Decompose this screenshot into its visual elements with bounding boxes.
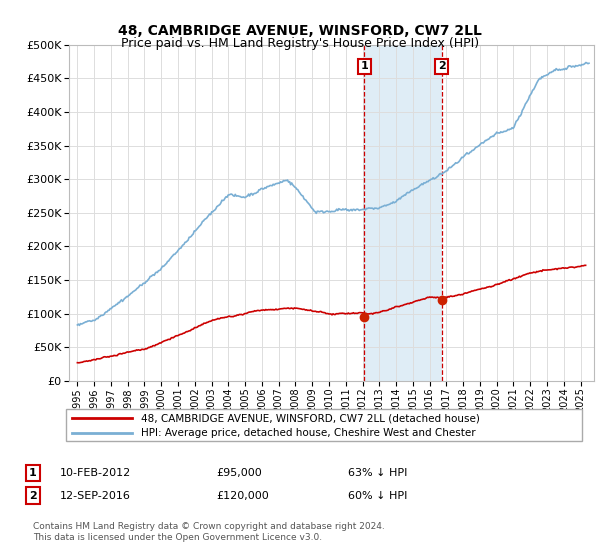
- Bar: [364, 45, 442, 381]
- Text: £95,000: £95,000: [216, 468, 262, 478]
- Text: Price paid vs. HM Land Registry's House Price Index (HPI): Price paid vs. HM Land Registry's House …: [121, 37, 479, 50]
- Text: 60% ↓ HPI: 60% ↓ HPI: [348, 491, 407, 501]
- Text: £120,000: £120,000: [216, 491, 269, 501]
- Text: 63% ↓ HPI: 63% ↓ HPI: [348, 468, 407, 478]
- Text: Contains HM Land Registry data © Crown copyright and database right 2024.: Contains HM Land Registry data © Crown c…: [33, 522, 385, 531]
- Text: 12-SEP-2016: 12-SEP-2016: [60, 491, 131, 501]
- Text: This data is licensed under the Open Government Licence v3.0.: This data is licensed under the Open Gov…: [33, 533, 322, 542]
- Text: 1: 1: [361, 61, 368, 71]
- Text: 48, CAMBRIDGE AVENUE, WINSFORD, CW7 2LL (detached house): 48, CAMBRIDGE AVENUE, WINSFORD, CW7 2LL …: [141, 413, 480, 423]
- Text: HPI: Average price, detached house, Cheshire West and Chester: HPI: Average price, detached house, Ches…: [141, 428, 476, 438]
- Text: 48, CAMBRIDGE AVENUE, WINSFORD, CW7 2LL: 48, CAMBRIDGE AVENUE, WINSFORD, CW7 2LL: [118, 24, 482, 38]
- Text: 10-FEB-2012: 10-FEB-2012: [60, 468, 131, 478]
- Text: 2: 2: [437, 61, 445, 71]
- Text: HPI: Average price, detached house, Cheshire West and Chester: HPI: Average price, detached house, Ches…: [141, 428, 476, 438]
- Text: 1: 1: [29, 468, 37, 478]
- Text: 48, CAMBRIDGE AVENUE, WINSFORD, CW7 2LL (detached house): 48, CAMBRIDGE AVENUE, WINSFORD, CW7 2LL …: [141, 413, 480, 423]
- Text: 2: 2: [29, 491, 37, 501]
